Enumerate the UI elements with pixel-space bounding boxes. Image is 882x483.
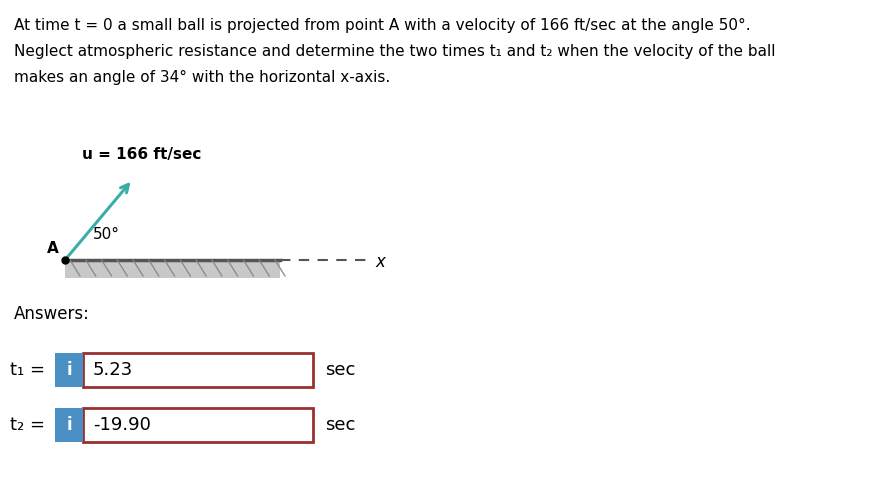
Bar bbox=[65, 260, 280, 278]
Text: u = 166 ft/sec: u = 166 ft/sec bbox=[83, 146, 202, 162]
Text: 5.23: 5.23 bbox=[93, 361, 133, 379]
Text: i: i bbox=[66, 361, 71, 379]
Text: i: i bbox=[66, 416, 71, 434]
Text: t₂ =: t₂ = bbox=[10, 416, 45, 434]
Text: At time t = 0 a small ball is projected from point A with a velocity of 166 ft/s: At time t = 0 a small ball is projected … bbox=[14, 18, 751, 33]
Text: Neglect atmospheric resistance and determine the two times t₁ and t₂ when the ve: Neglect atmospheric resistance and deter… bbox=[14, 44, 775, 59]
FancyBboxPatch shape bbox=[55, 408, 83, 442]
Text: sec: sec bbox=[325, 416, 355, 434]
FancyBboxPatch shape bbox=[83, 353, 313, 387]
Text: A: A bbox=[48, 241, 59, 256]
Text: t₁ =: t₁ = bbox=[10, 361, 45, 379]
Text: sec: sec bbox=[325, 361, 355, 379]
Text: -19.90: -19.90 bbox=[93, 416, 151, 434]
Text: x: x bbox=[375, 253, 385, 271]
Text: Answers:: Answers: bbox=[14, 305, 90, 323]
Text: 50°: 50° bbox=[93, 227, 120, 242]
Text: makes an angle of 34° with the horizontal x-axis.: makes an angle of 34° with the horizonta… bbox=[14, 70, 390, 85]
FancyBboxPatch shape bbox=[83, 408, 313, 442]
FancyBboxPatch shape bbox=[55, 353, 83, 387]
